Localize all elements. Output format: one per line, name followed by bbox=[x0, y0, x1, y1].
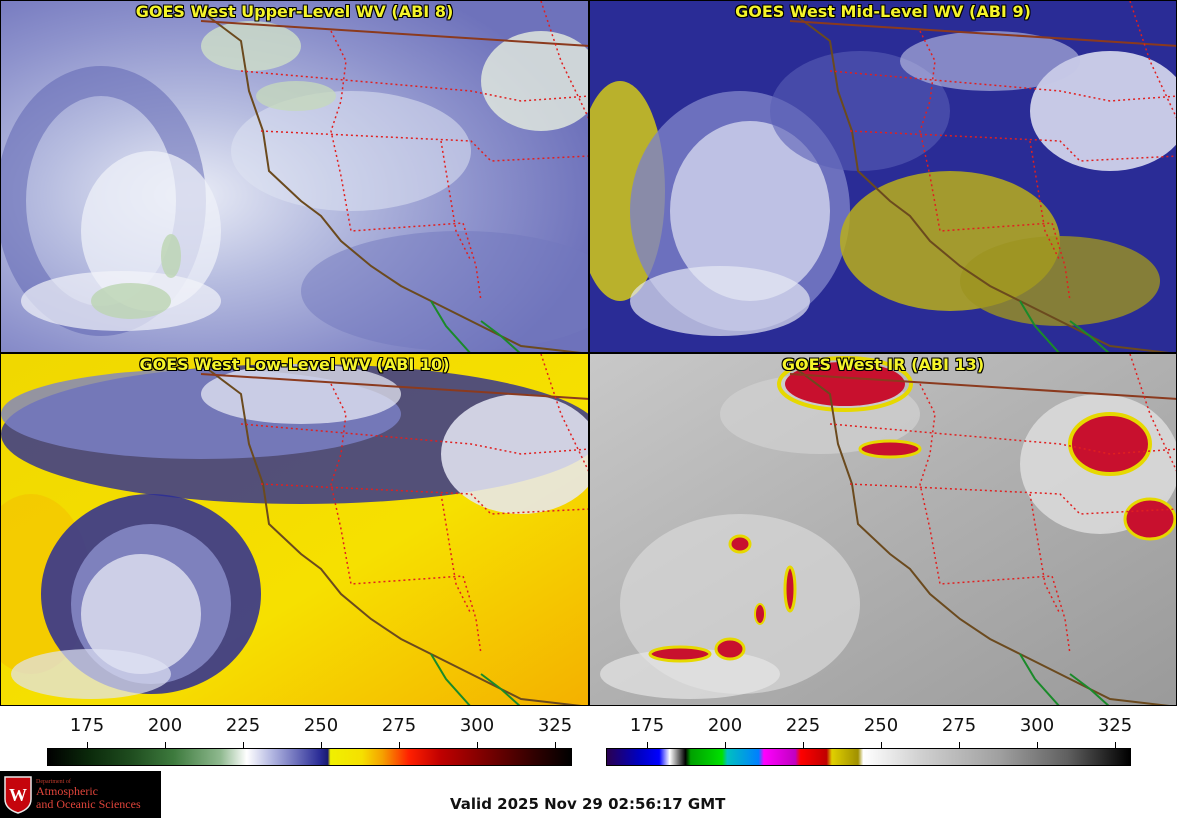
upper-level-wv-image bbox=[1, 1, 588, 352]
tick-mark bbox=[647, 742, 648, 748]
tick-label: 250 bbox=[863, 715, 899, 736]
tick-mark bbox=[555, 742, 556, 748]
tick-label: 300 bbox=[459, 715, 495, 736]
tick-mark bbox=[477, 742, 478, 748]
tick-label: 275 bbox=[941, 715, 977, 736]
crest-letter: W bbox=[9, 785, 27, 805]
tick-mark bbox=[399, 742, 400, 748]
tick-label: 175 bbox=[629, 715, 665, 736]
tick-mark bbox=[165, 742, 166, 748]
uw-crest-icon: W bbox=[4, 775, 32, 814]
tick-mark bbox=[881, 742, 882, 748]
tick-label: 275 bbox=[381, 715, 417, 736]
valid-time: Valid 2025 Nov 29 02:56:17 GMT bbox=[450, 795, 726, 813]
ir-colorbar-ticks: 175 200 225 250 275 300 325 bbox=[606, 715, 1133, 739]
tick-mark bbox=[1037, 742, 1038, 748]
logo-line2: and Oceanic Sciences bbox=[36, 796, 141, 811]
logo-dept: Department of bbox=[36, 778, 71, 785]
tick-label: 200 bbox=[147, 715, 183, 736]
ir-colorbar: 175 200 225 250 275 300 325 bbox=[606, 715, 1133, 767]
tick-label: 200 bbox=[707, 715, 743, 736]
tick-label: 225 bbox=[785, 715, 821, 736]
tick-label: 300 bbox=[1019, 715, 1055, 736]
aos-logo: W Department of Atmospheric and Oceanic … bbox=[0, 771, 161, 818]
ir-colorbar-gradient bbox=[606, 748, 1131, 766]
mid-level-wv-panel: GOES West Mid-Level WV (ABI 9) bbox=[589, 0, 1177, 353]
tick-mark bbox=[87, 742, 88, 748]
tick-label: 325 bbox=[537, 715, 573, 736]
ir-image bbox=[590, 354, 1176, 705]
tick-mark bbox=[803, 742, 804, 748]
upper-level-wv-panel: GOES West Upper-Level WV (ABI 8) bbox=[0, 0, 589, 353]
tick-label: 225 bbox=[225, 715, 261, 736]
tick-mark bbox=[959, 742, 960, 748]
wv-colorbar-gradient bbox=[47, 748, 572, 766]
ir-panel: GOES West IR (ABI 13) bbox=[589, 353, 1177, 706]
low-level-wv-image bbox=[1, 354, 588, 705]
logo-text: Department of Atmospheric and Oceanic Sc… bbox=[36, 779, 141, 810]
tick-mark bbox=[1115, 742, 1116, 748]
wv-colorbar-ticks: 175 200 225 250 275 300 325 bbox=[47, 715, 572, 739]
wv-colorbar: 175 200 225 250 275 300 325 bbox=[47, 715, 572, 767]
tick-label: 250 bbox=[303, 715, 339, 736]
tick-label: 175 bbox=[69, 715, 105, 736]
tick-mark bbox=[243, 742, 244, 748]
logo-line1: Atmospheric bbox=[36, 784, 98, 799]
tick-mark bbox=[321, 742, 322, 748]
tick-mark bbox=[725, 742, 726, 748]
mid-level-wv-image bbox=[590, 1, 1176, 352]
low-level-wv-panel: GOES West Low-Level WV (ABI 10) bbox=[0, 353, 589, 706]
tick-label: 325 bbox=[1097, 715, 1133, 736]
